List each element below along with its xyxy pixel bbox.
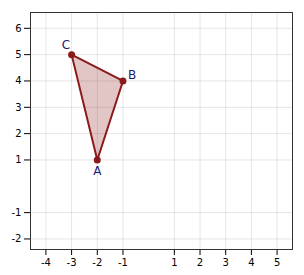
svg-text:6: 6 [15,23,21,34]
svg-text:C: C [62,38,70,52]
svg-text:1: 1 [171,257,177,268]
svg-text:4: 4 [15,75,21,86]
svg-text:-1: -1 [118,257,128,268]
svg-text:-2: -2 [12,233,22,244]
svg-text:5: 5 [15,49,21,60]
svg-text:3: 3 [15,102,21,113]
svg-text:-3: -3 [67,257,77,268]
svg-text:5: 5 [274,257,280,268]
svg-text:-1: -1 [12,207,22,218]
svg-text:3: 3 [223,257,229,268]
svg-text:-4: -4 [41,257,51,268]
svg-text:-2: -2 [92,257,102,268]
svg-text:A: A [93,164,102,178]
svg-text:B: B [128,68,136,82]
svg-text:4: 4 [248,257,254,268]
svg-text:1: 1 [15,154,21,165]
svg-text:2: 2 [15,128,21,139]
svg-text:2: 2 [197,257,203,268]
